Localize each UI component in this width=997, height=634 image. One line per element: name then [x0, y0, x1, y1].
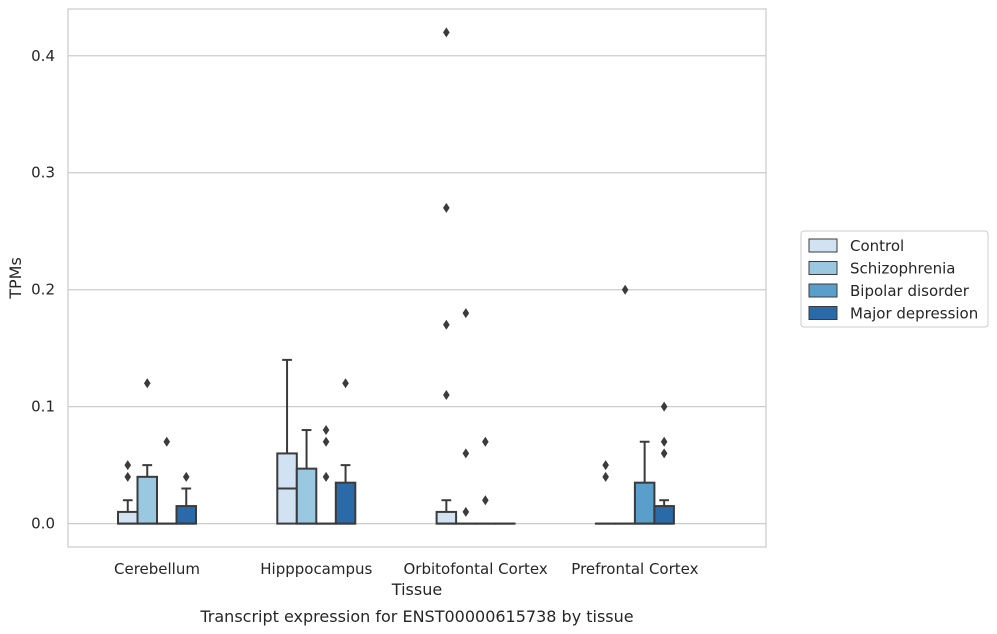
y-tick-label: 0.2: [31, 281, 55, 299]
box-major-depression: [334, 464, 357, 525]
box-body: [175, 505, 197, 525]
legend-frame: [800, 230, 989, 328]
outlier-point: [660, 401, 668, 412]
outlier-point: [443, 27, 450, 38]
y-tick-label: 0.1: [31, 398, 55, 416]
box-body: [117, 510, 139, 525]
x-tick-label: Orbitofontal Cortex: [403, 560, 547, 578]
outlier-point: [443, 389, 450, 400]
outlier-point: [462, 448, 470, 459]
outlier-point: [163, 436, 171, 447]
outlier-point: [443, 202, 450, 213]
chart-caption: Transcript expression for ENST0000061573…: [199, 607, 633, 626]
y-axis-label: TPMs: [6, 257, 25, 300]
box-body: [435, 510, 458, 525]
outlier-point: [143, 378, 151, 389]
outlier-point: [462, 308, 470, 319]
outlier-point: [462, 506, 470, 517]
x-axis-label: Tissue: [391, 580, 442, 599]
outlier-point: [322, 436, 330, 447]
box-control: [276, 358, 298, 525]
x-axis-ticks: Cerebellum Hipppocampus Orbitofontal Corte…: [114, 560, 699, 578]
box-body: [136, 475, 158, 525]
x-tick-label: Hipppocampus: [260, 560, 372, 578]
box-body: [653, 505, 675, 525]
box-schizophrenia: [136, 464, 158, 525]
outlier-point: [182, 471, 190, 482]
y-tick-label: 0.3: [31, 164, 55, 182]
box-control: [435, 499, 458, 525]
outlier-point: [482, 436, 489, 447]
legend-swatch: [808, 306, 838, 320]
x-tick-label: Cerebellum: [114, 560, 200, 578]
legend-label: Schizophrenia: [850, 260, 955, 278]
legend-swatch: [808, 261, 838, 275]
outlier-point: [322, 471, 330, 482]
x-tick-label: Prefrontal Cortex: [571, 560, 698, 578]
box-body: [295, 467, 318, 525]
outlier-point: [443, 319, 450, 330]
legend: Control Schizophrenia Bipolar disorder Majo…: [800, 230, 989, 328]
outlier-point: [660, 448, 668, 459]
outliers: [124, 27, 668, 517]
legend-label: Control: [850, 237, 904, 255]
box-body: [633, 481, 656, 525]
box-schizophrenia: [295, 429, 318, 525]
outlier-point: [124, 460, 132, 471]
outlier-point: [602, 471, 609, 482]
y-axis-ticks: 0.0 0.1 0.2 0.3 0.4: [31, 47, 55, 533]
legend-items: Control Schizophrenia Bipolar disorder Majo…: [808, 237, 978, 323]
outlier-point: [660, 436, 668, 447]
legend-swatch: [808, 283, 838, 298]
boxes: [117, 358, 675, 525]
box-major-depression: [175, 487, 197, 525]
legend-label: Major depression: [850, 305, 978, 323]
box-control: [117, 499, 139, 525]
box-major-depression: [653, 499, 675, 525]
legend-swatch: [808, 238, 838, 253]
outlier-point: [621, 284, 629, 295]
outlier-point: [322, 425, 330, 436]
y-tick-label: 0.0: [31, 515, 55, 533]
outlier-point: [602, 460, 609, 471]
box-body: [334, 481, 357, 525]
outlier-point: [342, 378, 349, 389]
outlier-point: [482, 495, 489, 506]
legend-label: Bipolar disorder: [850, 282, 970, 300]
outlier-point: [124, 471, 132, 482]
plot-area-frame: [67, 8, 767, 548]
box-bipolar-disorder: [633, 440, 656, 525]
y-tick-label: 0.4: [31, 47, 55, 65]
